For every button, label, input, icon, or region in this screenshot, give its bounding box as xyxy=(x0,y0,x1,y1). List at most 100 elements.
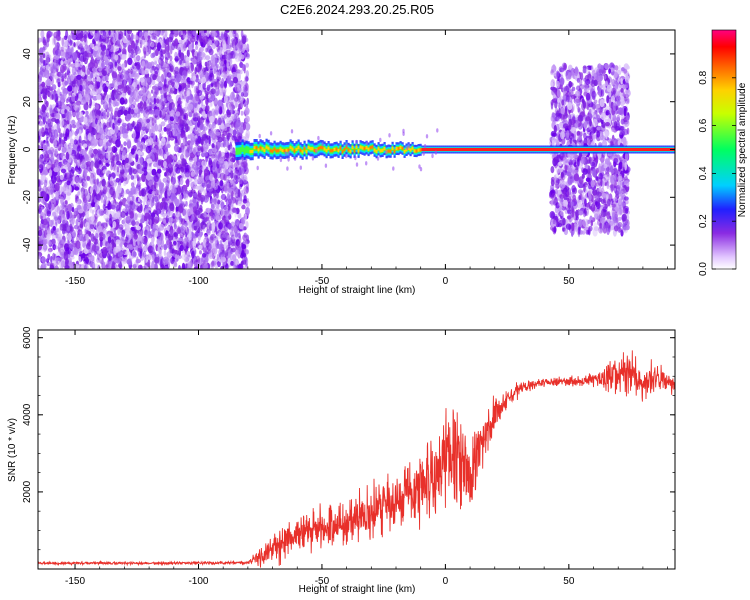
heatmap-noise-cell xyxy=(181,262,186,269)
heatmap-noise-cell xyxy=(237,200,243,206)
heatmap-noise-cell xyxy=(205,105,210,112)
heatmap-noise-cell xyxy=(86,67,91,76)
heatmap-noise-cell xyxy=(184,214,189,222)
heatmap-noise-cell xyxy=(38,96,43,103)
heatmap-noise-cell xyxy=(156,168,162,174)
heatmap-noise-cell xyxy=(149,101,152,111)
heatmap-noise-cell xyxy=(237,107,241,116)
heatmap-noise-cell xyxy=(202,53,207,60)
heatmap-noise-cell xyxy=(187,88,191,97)
heatmap-noise-cell xyxy=(165,257,170,265)
heatmap-noise-cell xyxy=(61,140,66,145)
heatmap-noise-cell xyxy=(65,232,71,241)
heatmap-noise-cell xyxy=(113,45,120,52)
heatmap-noise-cell xyxy=(47,247,53,253)
heatmap-noise-cell xyxy=(134,72,139,80)
heatmap-noise-cell xyxy=(61,146,67,153)
heatmap-noise-cell xyxy=(119,154,123,160)
heatmap-noise-cell xyxy=(128,157,132,163)
heatmap-noise-cell xyxy=(131,40,135,49)
heatmap-noise-cell xyxy=(41,30,45,38)
heatmap-noise-cell xyxy=(88,103,92,109)
heatmap-noise-cell xyxy=(114,54,119,61)
heatmap-noise-cell xyxy=(204,192,208,200)
heatmap-noise-cell xyxy=(197,145,202,152)
heatmap-noise-cell xyxy=(225,161,229,170)
heatmap-noise-cell xyxy=(116,119,121,126)
heatmap-noise-cell xyxy=(227,257,231,265)
heatmap-noise-cell xyxy=(245,200,251,208)
heatmap-noise-cell xyxy=(164,172,167,177)
heatmap-noise-cell xyxy=(49,62,53,70)
heatmap-noise-cell xyxy=(64,109,67,114)
heatmap-noise-cell xyxy=(215,131,221,136)
heatmap-noise-cell xyxy=(242,80,248,86)
heatmap-noise-cell xyxy=(137,181,141,186)
heatmap-noise-cell xyxy=(205,47,208,53)
heatmap-noise-cell xyxy=(137,94,142,99)
heatmap-noise-cell xyxy=(83,57,88,65)
heatmap-noise-cell xyxy=(154,114,157,124)
heatmap-noise-cell xyxy=(66,47,72,54)
heatmap-noise-cell xyxy=(216,233,221,240)
heatmap-noise-cell xyxy=(185,179,190,184)
heatmap-noise-cell xyxy=(125,33,129,39)
heatmap-noise-cell xyxy=(52,252,56,261)
heatmap-noise-cell xyxy=(141,189,145,197)
heatmap-noise-cell xyxy=(64,72,67,80)
heatmap-noise-cell xyxy=(47,149,52,155)
heatmap-noise-cell xyxy=(173,124,178,130)
heatmap-noise-cell xyxy=(67,68,71,77)
heatmap-noise-cell xyxy=(67,225,71,232)
heatmap-noise-cell xyxy=(75,62,80,67)
heatmap-noise-cell xyxy=(157,159,161,166)
heatmap-noise-cell xyxy=(38,207,42,213)
heatmap-noise-cell xyxy=(162,49,166,55)
heatmap-noise-cell xyxy=(120,169,125,174)
heatmap-noise-cell xyxy=(240,189,244,197)
heatmap-noise-cell xyxy=(132,120,135,128)
heatmap-noise-cell xyxy=(137,205,143,214)
heatmap-noise-cell xyxy=(115,139,121,148)
heatmap-noise-cell xyxy=(71,217,75,225)
heatmap-noise-cell xyxy=(101,146,106,156)
heatmap-noise-cell xyxy=(240,172,245,182)
heatmap-noise-cell xyxy=(58,104,62,110)
heatmap-noise-cell xyxy=(204,257,207,263)
heatmap-noise-cell xyxy=(246,43,250,53)
heatmap-noise-cell xyxy=(75,113,79,119)
heatmap-noise-cell xyxy=(85,110,89,116)
heatmap-noise-cell xyxy=(115,239,121,245)
heatmap-noise-cell xyxy=(151,32,156,40)
heatmap-noise-cell xyxy=(126,113,132,120)
heatmap-noise-cell xyxy=(189,142,193,147)
heatmap-noise-cell xyxy=(185,102,189,108)
heatmap-noise-cell xyxy=(231,242,237,247)
heatmap-noise-cell xyxy=(65,98,69,104)
heatmap-noise-cell xyxy=(192,117,199,122)
heatmap-noise-cell xyxy=(46,112,50,118)
heatmap-noise-cell xyxy=(184,231,188,238)
heatmap-noise-cell xyxy=(44,207,49,217)
heatmap-noise-cell xyxy=(202,224,206,232)
heatmap-noise-cell xyxy=(39,121,44,127)
heatmap-noise-cell xyxy=(154,230,158,238)
heatmap-noise-cell xyxy=(181,146,185,155)
heatmap-noise-cell xyxy=(52,226,56,231)
heatmap-noise-cell xyxy=(212,123,216,129)
heatmap-noise-cell xyxy=(195,218,201,228)
heatmap-noise-cell xyxy=(246,53,250,58)
heatmap-noise-cell xyxy=(135,221,140,226)
heatmap-noise-cell xyxy=(154,123,158,132)
heatmap-noise-cell xyxy=(99,239,103,248)
heatmap-noise-cell xyxy=(78,135,82,144)
heatmap-noise-cell xyxy=(38,88,41,94)
heatmap-noise-cell xyxy=(220,208,225,217)
heatmap-noise-cell xyxy=(62,219,66,225)
heatmap-noise-cell xyxy=(183,193,188,201)
heatmap-noise-cell xyxy=(38,75,42,84)
heatmap-noise-cell xyxy=(55,257,59,264)
heatmap-noise-cell xyxy=(50,31,53,37)
heatmap-noise-cell xyxy=(226,77,232,84)
heatmap-noise-cell xyxy=(55,102,59,108)
